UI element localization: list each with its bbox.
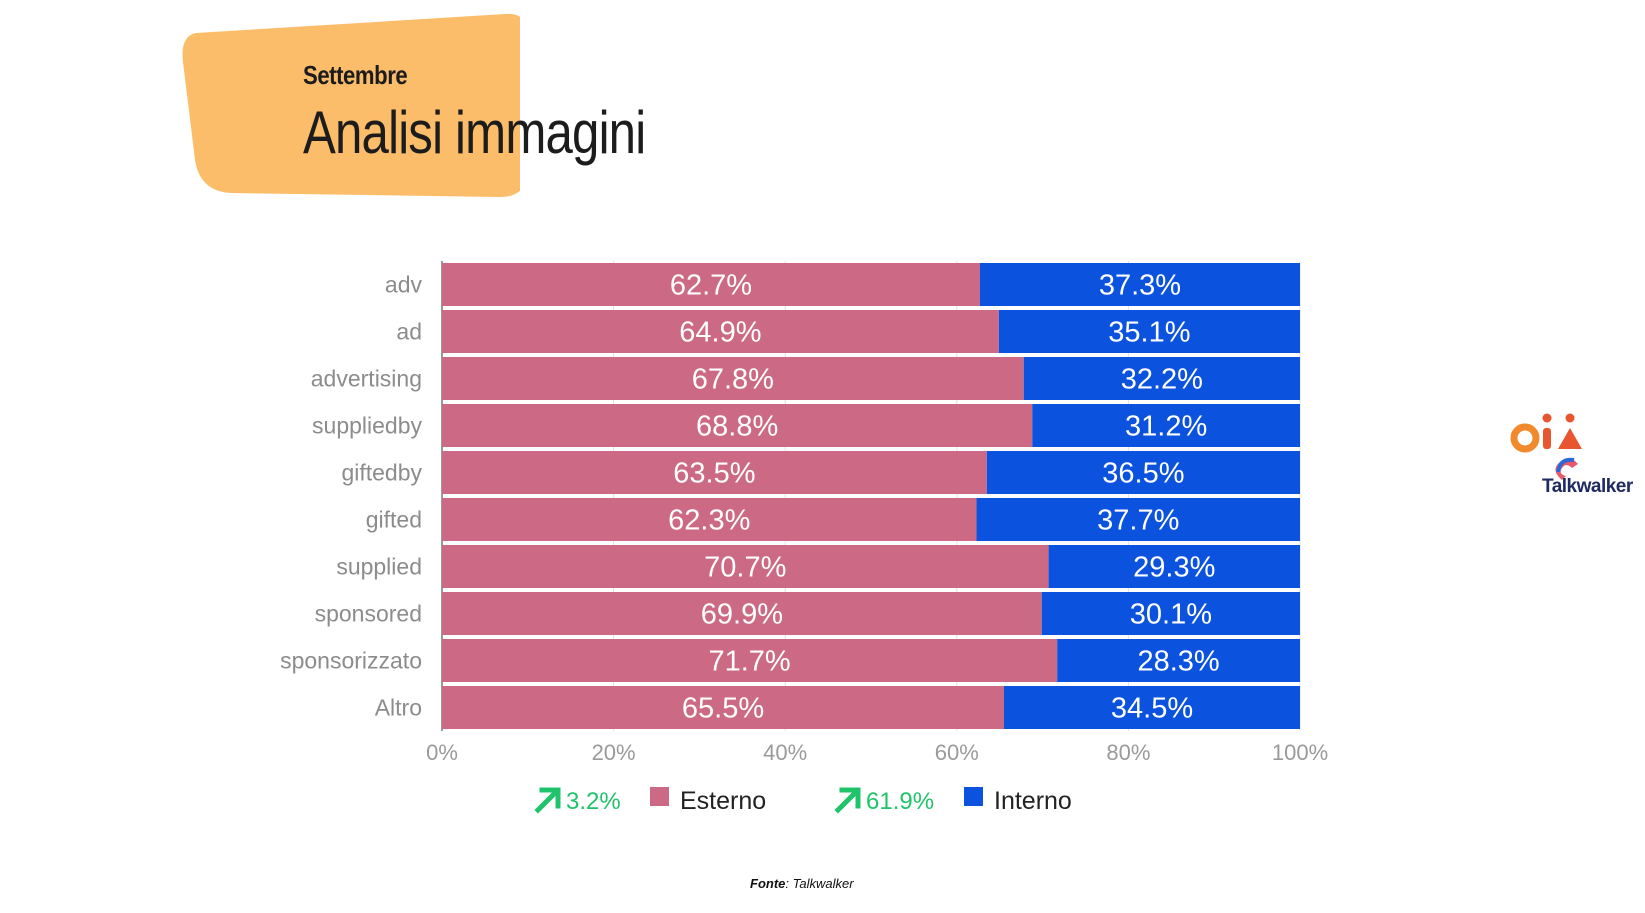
bar-data-label: 30.1% bbox=[1130, 599, 1212, 631]
bar-segment bbox=[442, 592, 1042, 635]
bar-segment bbox=[1057, 639, 1300, 682]
category-label: sponsorizzato bbox=[280, 648, 422, 674]
bar-data-label: 71.7% bbox=[708, 646, 790, 678]
oim-logo-icon bbox=[1510, 413, 1582, 480]
legend-swatch bbox=[964, 787, 983, 806]
bar-data-label: 35.1% bbox=[1108, 317, 1190, 349]
source-value: : Talkwalker bbox=[785, 876, 854, 891]
bar-segment bbox=[1032, 404, 1300, 447]
bar-data-label: 37.7% bbox=[1097, 505, 1179, 537]
bar-data-label: 28.3% bbox=[1137, 646, 1219, 678]
legend-trend-value: 3.2% bbox=[566, 788, 621, 815]
category-label: suppliedby bbox=[312, 413, 422, 439]
bar-data-label: 32.2% bbox=[1121, 364, 1203, 396]
category-label: ad bbox=[396, 319, 422, 345]
x-tick-label: 60% bbox=[935, 740, 979, 765]
category-label: gifted bbox=[366, 507, 422, 533]
bar-data-label: 34.5% bbox=[1111, 693, 1193, 725]
bar-data-label: 31.2% bbox=[1125, 411, 1207, 443]
bar-segment bbox=[442, 451, 987, 494]
legend-series-name: Esterno bbox=[680, 787, 766, 815]
bar-data-label: 36.5% bbox=[1102, 458, 1184, 490]
source-label: Fonte bbox=[750, 876, 786, 891]
x-tick-label: 100% bbox=[1272, 740, 1328, 765]
category-label: supplied bbox=[336, 554, 422, 580]
bar-segment bbox=[998, 310, 1300, 353]
bar-segment bbox=[442, 639, 1058, 682]
talkwalker-logo-text: Talkwalker bbox=[1542, 476, 1633, 497]
bar-segment bbox=[442, 357, 1024, 400]
bar-segment bbox=[976, 498, 1300, 541]
bar-segment bbox=[442, 404, 1033, 447]
trend-up-arrow-icon bbox=[834, 787, 861, 814]
bar-segment bbox=[442, 310, 999, 353]
bar-data-label: 62.7% bbox=[670, 270, 752, 302]
bar-data-label: 69.9% bbox=[701, 599, 783, 631]
bar-data-label: 37.3% bbox=[1099, 270, 1181, 302]
legend: 3.2% Esterno 61.9% Interno bbox=[534, 787, 1072, 815]
x-tick-label: 20% bbox=[592, 740, 636, 765]
bar-data-label: 70.7% bbox=[704, 552, 786, 584]
bar-segment bbox=[979, 263, 1300, 306]
page-title: Analisi immagini bbox=[303, 99, 646, 166]
x-tick-label: 40% bbox=[763, 740, 807, 765]
bar-data-label: 67.8% bbox=[692, 364, 774, 396]
bar-segment bbox=[1023, 357, 1300, 400]
legend-trend-value: 61.9% bbox=[866, 788, 934, 815]
source-note: Fonte: Talkwalker bbox=[750, 876, 854, 891]
bar-segment bbox=[442, 498, 977, 541]
bar-data-label: 68.8% bbox=[696, 411, 778, 443]
bar-segment bbox=[442, 263, 980, 306]
category-label: giftedby bbox=[341, 460, 422, 486]
bar-segment bbox=[1041, 592, 1300, 635]
category-label: advertising bbox=[311, 366, 422, 392]
bar-data-label: 63.5% bbox=[673, 458, 755, 490]
bar-segment bbox=[442, 545, 1049, 588]
category-label: adv bbox=[385, 272, 423, 298]
x-tick-label: 80% bbox=[1106, 740, 1150, 765]
bar-data-label: 64.9% bbox=[679, 317, 761, 349]
legend-series-name: Interno bbox=[994, 787, 1072, 815]
bar-segment bbox=[1003, 686, 1300, 729]
category-labels: adv ad advertising suppliedby giftedby gifted… bbox=[280, 272, 422, 721]
bar-segment bbox=[986, 451, 1300, 494]
legend-swatch bbox=[650, 787, 669, 806]
bar-segment bbox=[442, 686, 1004, 729]
bar-data-label: 62.3% bbox=[668, 505, 750, 537]
bars: 62.7% 37.3% 64.9% 35.1% 67.8% 32.2% 68.8% 31.2%… bbox=[442, 263, 1300, 729]
bar-segment bbox=[1048, 545, 1300, 588]
bar-data-label: 29.3% bbox=[1133, 552, 1215, 584]
category-label: sponsored bbox=[315, 601, 422, 627]
category-label: Altro bbox=[375, 695, 422, 721]
x-axis-ticks: 0% 20% 40% 60% 80% 100% bbox=[426, 740, 1328, 765]
bar-data-label: 65.5% bbox=[682, 693, 764, 725]
trend-up-arrow-icon bbox=[534, 787, 561, 814]
x-tick-label: 0% bbox=[426, 740, 458, 765]
header-background-shape bbox=[182, 13, 520, 197]
page-subtitle: Settembre bbox=[303, 60, 408, 90]
